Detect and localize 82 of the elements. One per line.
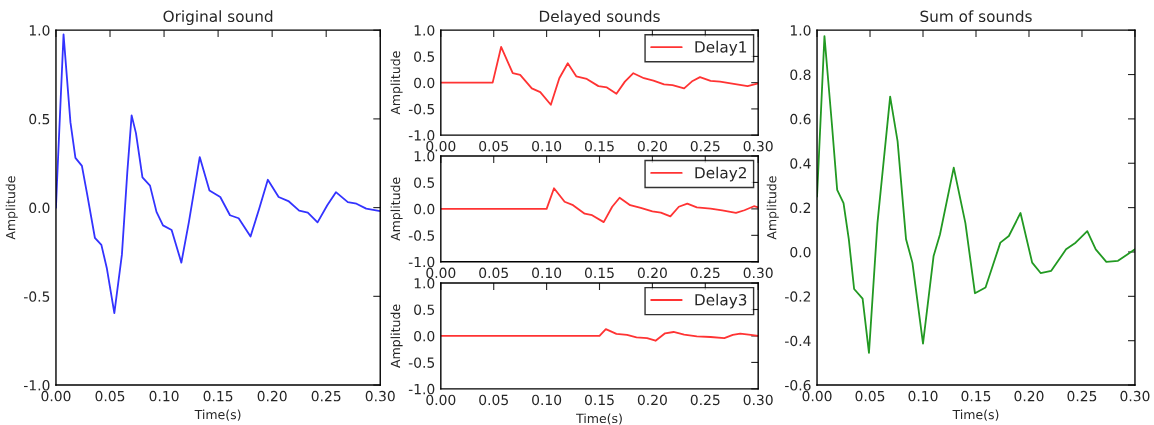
x-tick-label: 0.05: [95, 390, 125, 402]
x-tick-label: 0.00: [426, 140, 456, 152]
x-tick-label: 0.15: [961, 390, 991, 402]
x-tick-label: 0.20: [637, 140, 667, 152]
y-tick-label: -0.5: [23, 291, 50, 302]
x-tick-label: 0.20: [257, 390, 287, 402]
y-axis-title: Amplitude: [5, 176, 18, 240]
x-tick-label: 0.05: [479, 140, 508, 152]
x-tick-label: 0.25: [311, 390, 341, 402]
x-tick-label: 0.30: [365, 390, 395, 402]
line-series: [440, 187, 759, 224]
x-tick-label: 0.15: [584, 267, 614, 279]
y-tick-label: 0.0: [29, 202, 50, 214]
y-tick-label: 0.0: [414, 203, 435, 215]
x-tick-label: 0.00: [41, 390, 71, 402]
y-tick-label: 1.0: [414, 278, 435, 289]
x-tick-label: 0.00: [802, 390, 832, 402]
x-tick-label: 0.25: [690, 394, 720, 406]
x-tick-label: 0.30: [743, 140, 773, 152]
x-tick-label: 0.25: [1067, 390, 1097, 402]
x-tick-label: 0.15: [584, 394, 614, 406]
line-series: [55, 33, 381, 315]
y-tick-label: 1.0: [29, 25, 50, 36]
x-axis-title: Time(s): [952, 409, 999, 421]
y-tick-label: -0.5: [408, 357, 435, 368]
y-tick-label: -0.6: [785, 380, 811, 391]
y-tick-label: 0.0: [414, 330, 435, 342]
y-tick-label: 0.5: [414, 51, 435, 62]
x-axis-title: Time(s): [194, 409, 241, 421]
y-tick-label: 0.2: [790, 202, 811, 214]
chart-title: Sum of sounds: [920, 10, 1032, 23]
y-tick-label: 1.0: [414, 150, 435, 162]
y-axis-title: Amplitude: [390, 51, 403, 115]
y-tick-label: 0.0: [790, 246, 811, 258]
y-tick-label: 0.4: [790, 158, 811, 169]
y-tick-label: 1.0: [414, 25, 435, 36]
legend-label: Delay3: [695, 293, 747, 309]
y-tick-label: -1.0: [408, 383, 435, 395]
y-tick-label: 0.0: [414, 77, 435, 89]
x-tick-label: 0.00: [426, 394, 456, 406]
y-tick-label: 0.5: [414, 304, 435, 315]
chart-title: Original sound: [163, 10, 273, 26]
y-tick-label: -1.0: [408, 256, 435, 268]
y-tick-label: 0.8: [790, 69, 811, 81]
x-axis-title: Time(s): [576, 413, 622, 425]
x-tick-label: 0.30: [743, 394, 773, 406]
x-tick-label: 0.25: [690, 267, 720, 279]
x-tick-label: 0.20: [637, 394, 667, 406]
x-tick-label: 0.30: [743, 267, 773, 279]
y-tick-label: 0.5: [29, 113, 50, 125]
x-tick-label: 0.10: [908, 390, 938, 402]
y-tick-label: -0.5: [408, 230, 435, 241]
chart-title: Delayed sounds: [539, 10, 660, 26]
x-tick-label: 0.10: [532, 267, 562, 279]
y-tick-label: -1.0: [23, 380, 50, 391]
x-tick-label: 0.25: [690, 140, 720, 152]
y-tick-label: -0.5: [408, 103, 435, 115]
x-tick-label: 0.10: [532, 394, 562, 406]
y-tick-label: -0.4: [785, 335, 811, 347]
x-tick-label: 0.10: [532, 140, 562, 152]
y-tick-label: 0.5: [414, 177, 435, 188]
line-series: [817, 35, 1135, 354]
x-tick-label: 0.20: [1014, 390, 1044, 402]
y-tick-label: 0.6: [790, 113, 811, 125]
x-tick-label: 0.15: [203, 390, 233, 402]
y-tick-label: -0.2: [785, 291, 811, 302]
x-tick-label: 0.30: [1120, 390, 1150, 402]
x-tick-label: 0.10: [149, 390, 179, 402]
x-tick-label: 0.05: [855, 390, 885, 402]
y-tick-label: 1.0: [790, 25, 811, 36]
x-tick-label: 0.05: [479, 267, 508, 279]
y-axis-title: Amplitude: [390, 304, 403, 368]
x-tick-label: 0.00: [426, 267, 456, 279]
x-tick-label: 0.05: [479, 394, 508, 406]
legend-label: Delay1: [695, 40, 747, 56]
legend-label: Delay2: [695, 166, 746, 182]
line-series: [440, 328, 759, 342]
x-tick-label: 0.20: [637, 267, 667, 279]
x-tick-label: 0.15: [584, 140, 614, 152]
y-tick-label: -1.0: [408, 130, 435, 141]
y-axis-title: Amplitude: [390, 177, 403, 241]
y-axis-title: Amplitude: [766, 176, 779, 240]
